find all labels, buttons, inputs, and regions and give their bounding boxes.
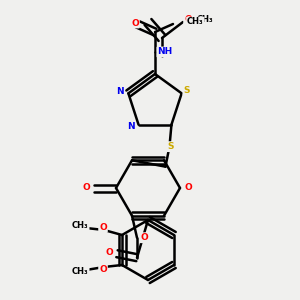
Text: O: O [184, 14, 192, 23]
Text: O: O [82, 182, 90, 191]
Text: N: N [117, 87, 124, 96]
Text: CH₃: CH₃ [187, 17, 204, 26]
Text: O: O [99, 266, 107, 274]
Text: CH₃: CH₃ [72, 268, 88, 277]
Text: CH₃: CH₃ [72, 221, 88, 230]
Text: O: O [184, 184, 192, 193]
Text: O: O [105, 248, 113, 257]
Text: O: O [140, 233, 148, 242]
Text: NH: NH [158, 47, 172, 56]
Text: O: O [99, 223, 107, 232]
Text: S: S [167, 142, 174, 151]
Text: O: O [131, 19, 139, 28]
Text: N: N [127, 122, 134, 131]
Text: S: S [183, 86, 190, 95]
Text: CH₃: CH₃ [197, 14, 214, 23]
